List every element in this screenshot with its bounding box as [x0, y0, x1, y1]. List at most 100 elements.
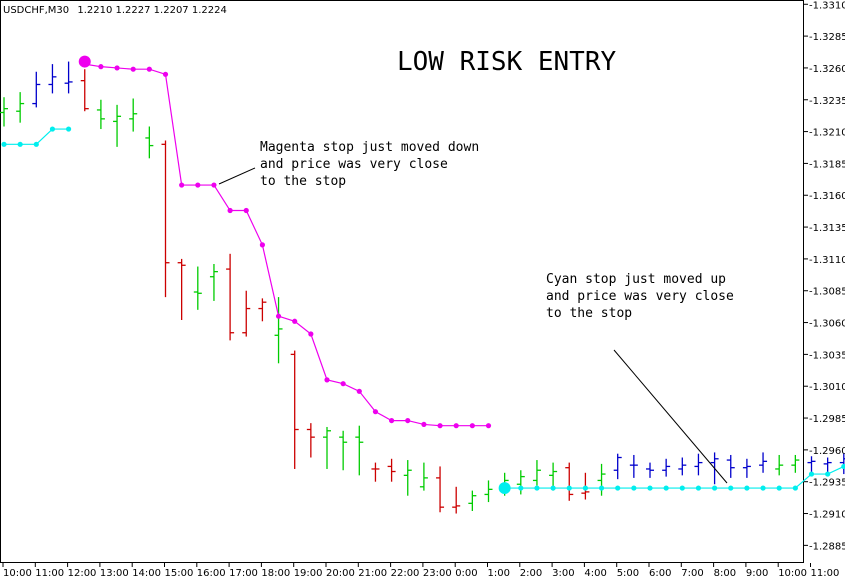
x-tick-label: 11:00: [35, 568, 64, 579]
cyan-stop-late-dot: [566, 485, 572, 491]
ohlc-bar: [145, 126, 154, 159]
ohlc-bar: [662, 458, 671, 477]
x-tick-label: 0:00: [455, 568, 477, 579]
cyan-stop-late-dot: [598, 485, 605, 491]
x-tick-label: 13:00: [100, 568, 129, 579]
x-tick-label: 3:00: [552, 568, 574, 579]
ohlc-bar: [209, 263, 218, 301]
magenta-stop-dot: [130, 66, 136, 72]
x-tick-label: 8:00: [714, 568, 736, 579]
ohlc-bar: [32, 71, 41, 108]
magenta-annotation-line-2: and price was very close: [260, 157, 448, 172]
ohlc-bar: [694, 453, 703, 476]
cyan-stop-late-dot: [808, 471, 815, 477]
symbol-label: USDCHF,M30: [3, 5, 69, 16]
magenta-stop-dot: [243, 207, 249, 214]
chart-title: LOW RISK ENTRY: [397, 47, 616, 77]
ohlc-bar: [419, 462, 428, 491]
x-tick-label: 7:00: [681, 568, 703, 579]
magenta-stop-dot: [146, 66, 152, 72]
x-tick-label: 22:00: [391, 568, 420, 579]
y-tick-label: -1.3310: [809, 0, 845, 11]
ohlc-bar: [468, 490, 477, 511]
ohlc-readout: 1.2210 1.2227 1.2207 1.2224: [77, 5, 227, 16]
plot-frame: [0, 0, 804, 563]
cyan-stop-early-dot: [49, 126, 56, 132]
ohlc-bar: [177, 258, 186, 321]
ohlc-bar: [726, 454, 735, 478]
ohlc-bar: [775, 454, 784, 476]
cyan-stop-late-dot: [534, 485, 540, 491]
y-tick-label: -1.3060: [809, 319, 845, 330]
ohlc-bar: [355, 425, 364, 476]
magenta-stop-start-marker: [78, 55, 91, 68]
ohlc-bar: [323, 426, 331, 469]
ohlc-bar: [258, 298, 267, 322]
ohlc-bar: [597, 463, 606, 496]
ohlc-bars: [0, 61, 845, 514]
ohlc-bar: [226, 253, 235, 341]
ohlc-bar: [436, 466, 445, 513]
ohlc-bar: [387, 458, 396, 482]
x-tick-label: 14:00: [132, 568, 161, 579]
x-tick-label: 16:00: [197, 568, 226, 579]
magenta-stop-dot: [372, 409, 379, 415]
ohlc-bar: [371, 462, 380, 482]
magenta-stop-dot: [356, 388, 362, 394]
magenta-annotation: Magenta stop just moved down and price w…: [260, 140, 487, 189]
cyan-stop-late-dot: [841, 463, 845, 470]
y-tick-label: -1.2885: [809, 541, 845, 552]
ohlc-bar: [290, 350, 299, 469]
cyan-stop-late-dot: [792, 485, 798, 491]
cyan-stop-late-line: [504, 465, 845, 489]
cyan-stop-early-dot: [1, 141, 7, 147]
y-tick-label: -1.2910: [809, 510, 845, 521]
magenta-stop-dot: [275, 313, 282, 319]
magenta-stop-dot: [421, 421, 427, 428]
magenta-stop-dot: [453, 423, 459, 429]
magenta-stop-dot: [308, 331, 314, 337]
y-tick-label: -1.2985: [809, 414, 845, 425]
ohlc-bar: [403, 460, 412, 496]
cyan-stop-start-marker: [498, 482, 511, 495]
y-tick-label: -1.3035: [809, 350, 845, 361]
cyan-stop-late-dot: [760, 485, 766, 491]
magenta-stop-dot: [340, 381, 346, 387]
cyan-annotation-line-2: and price was very close: [546, 289, 734, 304]
ohlc-bar: [629, 454, 638, 478]
magenta-stop-dot: [324, 377, 330, 383]
magenta-stop-dot: [114, 65, 120, 71]
magenta-stop-dot: [292, 318, 298, 324]
cyan-stop-late-dot: [582, 485, 589, 491]
magenta-stop-dot: [469, 423, 475, 429]
cyan-annotation-line-3: to the stop: [546, 306, 632, 321]
cyan-stop-late-dot: [776, 485, 782, 491]
y-tick-label: -1.3285: [809, 32, 845, 43]
cyan-stop-late-dot: [695, 485, 702, 491]
y-axis: -1.3310 -1.3285 -1.3260 -1.3235 -1.3210 -1.31…: [804, 0, 845, 552]
ohlc-bar: [242, 290, 251, 337]
x-tick-label: 9:00: [746, 568, 768, 579]
stop-lines: [1, 55, 845, 495]
cyan-stop-late-dot: [631, 485, 637, 491]
ohlc-bar: [113, 104, 122, 147]
cyan-stop-late-dot: [647, 485, 653, 491]
ohlc-bar: [807, 456, 816, 475]
ohlc-bar: [16, 92, 25, 123]
ohlc-bar: [96, 99, 105, 130]
x-tick-label: 1:00: [488, 568, 510, 579]
cyan-stop-late-dot: [663, 485, 669, 491]
x-tick-label: 19:00: [294, 568, 323, 579]
magenta-stop-dot: [98, 64, 104, 70]
ohlc-bar: [565, 462, 574, 501]
magenta-stop-dot: [485, 423, 492, 429]
cyan-stop-late-dot: [712, 485, 718, 491]
ohlc-bar: [193, 266, 202, 310]
cyan-stop-late-dot: [518, 485, 524, 491]
magenta-stop-dot: [179, 182, 185, 188]
cyan-stop-early-dot: [66, 126, 72, 132]
cyan-annotation-pointer: [613, 349, 728, 484]
ohlc-bar: [274, 297, 283, 364]
y-tick-label: -1.3210: [809, 128, 845, 139]
magenta-stop-dot: [405, 417, 411, 424]
